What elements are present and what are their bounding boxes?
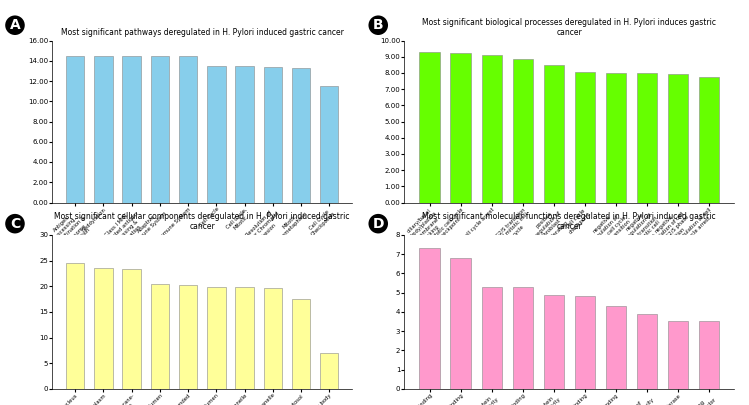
Bar	[66, 263, 85, 389]
Bar	[606, 73, 626, 202]
Bar	[292, 299, 310, 389]
Bar	[512, 59, 533, 202]
Bar	[235, 66, 254, 202]
Bar	[699, 322, 719, 389]
Bar	[482, 287, 502, 389]
Bar	[94, 56, 112, 202]
Bar	[450, 53, 470, 202]
Bar	[207, 287, 225, 389]
Text: C: C	[10, 217, 20, 231]
Bar	[320, 86, 339, 202]
Bar	[179, 285, 197, 389]
Text: D: D	[372, 217, 384, 231]
Bar	[419, 248, 440, 389]
Bar	[544, 294, 564, 389]
Bar	[637, 314, 657, 389]
Bar	[264, 288, 282, 389]
Bar	[123, 269, 141, 389]
Bar	[66, 56, 85, 202]
Bar	[207, 66, 225, 202]
Bar	[668, 74, 688, 202]
Bar	[151, 56, 169, 202]
Bar	[151, 284, 169, 389]
Title: Most significant pathways deregulated in H. Pylori induced gastric cancer: Most significant pathways deregulated in…	[61, 28, 344, 37]
Text: A: A	[10, 18, 20, 32]
Bar	[450, 258, 470, 389]
Bar	[512, 287, 533, 389]
Bar	[320, 353, 339, 389]
Title: Most significant biological processes deregulated in H. Pylori induces gastric
c: Most significant biological processes de…	[422, 17, 716, 37]
Bar	[544, 65, 564, 202]
Bar	[606, 306, 626, 389]
Bar	[264, 67, 282, 202]
Title: Most significant molecular functions deregulated in H. Pylori induced gastric
ca: Most significant molecular functions der…	[422, 212, 716, 231]
Bar	[94, 268, 112, 389]
Bar	[123, 56, 141, 202]
Bar	[292, 68, 310, 202]
Bar	[419, 52, 440, 202]
Text: B: B	[373, 18, 383, 32]
Bar	[235, 287, 254, 389]
Bar	[699, 77, 719, 202]
Title: Most significant cellular components deregulated in H. Pylori induced gastric
ca: Most significant cellular components der…	[55, 212, 350, 231]
Bar	[668, 322, 688, 389]
Bar	[637, 73, 657, 202]
Bar	[482, 55, 502, 202]
Bar	[574, 72, 595, 202]
Bar	[574, 296, 595, 389]
Bar	[179, 56, 197, 202]
